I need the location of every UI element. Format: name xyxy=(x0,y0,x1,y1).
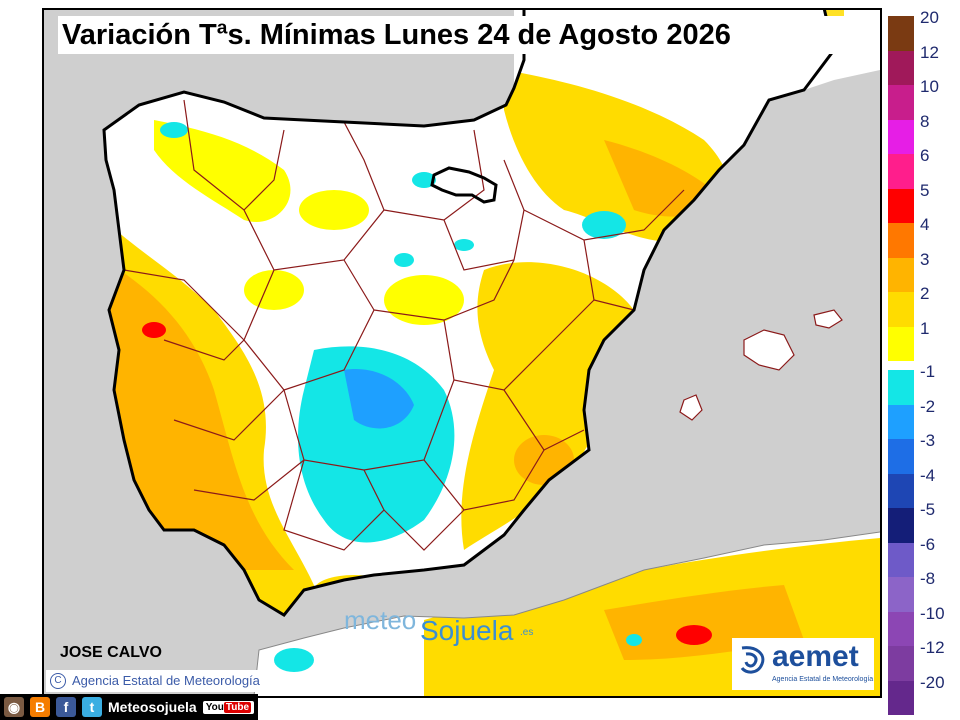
legend-swatch-positive xyxy=(888,223,914,258)
legend-label-positive: 20 xyxy=(920,8,939,27)
legend-label-positive: 3 xyxy=(920,249,930,269)
aemet-name: aemet xyxy=(772,640,859,673)
watermark-part2: Sojuela xyxy=(420,615,514,646)
watermark-part3: .es xyxy=(520,627,534,638)
province-borders xyxy=(123,99,685,551)
legend-swatch-negative xyxy=(888,680,914,715)
credit-text: Agencia Estatal de Meteorología xyxy=(72,673,260,688)
mallorca-island xyxy=(743,329,795,371)
legend-swatch-negative xyxy=(888,370,914,405)
africa-coastline xyxy=(253,531,880,696)
legend-label-negative: -5 xyxy=(920,500,936,519)
legend-swatch-positive xyxy=(888,16,914,51)
instagram-icon[interactable]: ◉ xyxy=(4,697,24,717)
legend-label-positive: 10 xyxy=(920,77,939,96)
legend-swatch-positive xyxy=(888,257,914,292)
aemet-logo[interactable]: aemet Agencia Estatal de Meteorología xyxy=(732,638,874,690)
legend-swatch-positive xyxy=(888,119,914,154)
legend-swatch-negative xyxy=(888,646,914,681)
author-label: JOSE CALVO xyxy=(60,644,162,661)
legend-swatch-negative xyxy=(888,439,914,474)
legend-label-positive: 4 xyxy=(920,215,930,234)
aemet-subtitle: Agencia Estatal de Meteorología xyxy=(772,676,874,683)
legend-swatch-positive xyxy=(888,85,914,120)
legend-swatch-negative xyxy=(888,611,914,646)
legend-swatch-positive xyxy=(888,50,914,85)
twitter-icon[interactable]: t xyxy=(82,697,102,717)
legend-label-positive: 2 xyxy=(920,284,930,303)
legend-swatch-positive xyxy=(888,188,914,223)
legend-swatch-positive xyxy=(888,326,914,361)
facebook-icon[interactable]: f xyxy=(56,697,76,717)
legend-swatch-negative xyxy=(888,404,914,439)
map-title: Variación Tªs. Mínimas Lunes 24 de Agost… xyxy=(58,16,866,54)
la-rioja-outline xyxy=(430,166,498,204)
youtube-icon[interactable]: You Tube xyxy=(202,700,255,714)
aemet-credit: C Agencia Estatal de Meteorología xyxy=(46,670,266,692)
legend-label-positive: 8 xyxy=(920,111,930,131)
ibiza-island xyxy=(679,394,703,421)
legend-label-negative: -4 xyxy=(920,465,936,485)
legend-label-negative: -1 xyxy=(920,362,936,381)
legend-swatch-negative xyxy=(888,577,914,612)
watermark-part1: meteo xyxy=(344,605,417,635)
blogger-icon[interactable]: B xyxy=(30,697,50,717)
legend-label-negative: -6 xyxy=(920,534,936,554)
legend-swatch-negative xyxy=(888,508,914,543)
legend-label-positive: 12 xyxy=(920,42,939,62)
legend-label-positive: 6 xyxy=(920,146,930,165)
copyright-icon: C xyxy=(50,673,66,689)
color-legend: 20 12 10 8 6 5 4 3 2 1 -1 -2 -3 -4 -5 -6 -8 -10 -12 -20 xyxy=(880,8,960,715)
map-frame xyxy=(42,8,882,698)
social-handle[interactable]: Meteosojuela xyxy=(108,699,197,715)
aemet-swirl-icon xyxy=(740,646,765,674)
legend-label-positive: 5 xyxy=(920,180,930,200)
meteosojuela-watermark: meteo Sojuela .es xyxy=(344,603,544,646)
menorca-island xyxy=(813,309,843,329)
legend-label-negative: -12 xyxy=(920,638,945,657)
legend-swatch-negative xyxy=(888,542,914,577)
legend-label-negative: -10 xyxy=(920,603,945,623)
social-bar: ◉ B f t Meteosojuela You Tube xyxy=(0,694,258,720)
legend-label-negative: -8 xyxy=(920,569,936,588)
legend-swatch-positive xyxy=(888,154,914,189)
legend-label-negative: -2 xyxy=(920,396,936,416)
legend-label-negative: -20 xyxy=(920,672,945,692)
legend-swatch-negative xyxy=(888,473,914,508)
legend-label-negative: -3 xyxy=(920,431,936,450)
legend-label-positive: 1 xyxy=(920,318,930,338)
temperature-variation-map xyxy=(44,10,880,696)
legend-swatch-positive xyxy=(888,292,914,327)
